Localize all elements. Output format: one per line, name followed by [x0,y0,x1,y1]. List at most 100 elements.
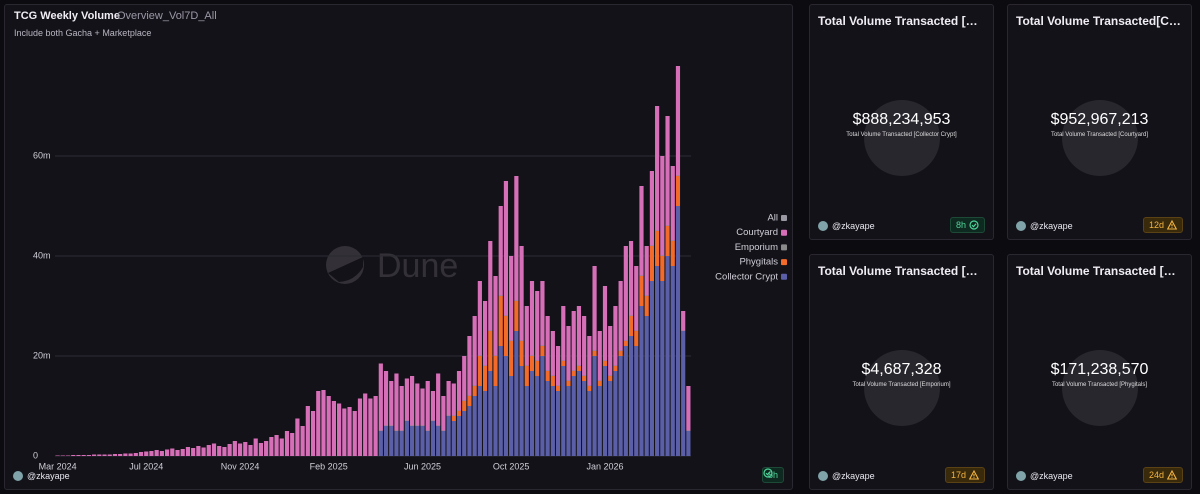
bar-segment [628,241,634,316]
bar-segment [582,316,587,376]
bar-segment [613,306,618,366]
bar-segment [477,281,482,356]
author-name[interactable]: @zkayape [832,471,875,481]
bar-segment [613,365,618,366]
bar-segment [675,206,681,456]
status-icon [1167,470,1177,480]
bar-segment [217,446,222,456]
freshness-badge: 12d [1142,217,1183,233]
bar-segment [436,373,441,426]
author[interactable]: @zkayape [818,221,875,231]
counter-label: Total Volume Transacted [Phygitals] [1051,382,1148,388]
author-name[interactable]: @zkayape [1030,221,1073,231]
bar-segment [545,316,550,371]
bar-segment [123,453,128,456]
bar-segment [597,381,602,386]
bar-segment [644,246,649,296]
bar-segment [582,375,587,376]
bar-segment [623,341,628,346]
bar-segment [441,431,446,456]
chart-subtitle: Include both Gacha + Marketplace [14,28,151,38]
status-icon [969,220,979,230]
bar-segment [446,415,451,416]
bar-segment [618,356,623,456]
author[interactable]: @zkayape [1016,471,1073,481]
bar-segment [550,375,555,376]
bar-segment [561,361,566,366]
author-name[interactable]: @zkayape [832,221,875,231]
legend-label: Emporium [735,242,778,253]
author[interactable]: @zkayape [13,471,70,481]
bar-segment [410,376,415,426]
bar-segment [519,366,524,456]
bar-segment [258,443,264,456]
bar-segment [472,386,477,396]
bar-segment [660,255,665,256]
bar-segment [430,421,436,456]
bar-segment [410,425,415,426]
bar-segment [670,240,675,241]
bar-segment [248,445,253,456]
bar-segment [555,391,561,456]
bar-segment [519,246,524,341]
bar-segment [618,350,623,351]
bar-segment [389,426,394,456]
avatar [1016,471,1026,481]
bar-segment [634,346,639,456]
bar-segment [456,416,462,456]
bar-segment [227,444,232,456]
bar-segment [540,346,545,356]
counter-label: Total Volume Transacted [Collector Crypt… [846,132,957,138]
author-name[interactable]: @zkayape [1030,471,1073,481]
bar-segment [342,408,347,456]
bar-segment [597,380,602,381]
bar-segment [237,443,243,456]
author[interactable]: @zkayape [1016,221,1073,231]
bar-segment [655,266,660,456]
counter-bg [863,100,940,176]
bar-segment [352,411,357,456]
bar-segment [477,356,482,386]
bar-segment [394,373,399,431]
bar-segment [326,396,331,456]
bar-segment [665,256,670,456]
counter-title: Total Volume Transacted [Emporium] [818,264,985,278]
bar-segment [243,442,248,456]
chart: TCG Weekly Volume Overview_Vol7D_All Inc… [14,10,787,471]
freshness: 8h [955,220,966,230]
bar-segment [571,371,576,376]
query-name[interactable]: Overview_Vol7D_All [117,10,217,22]
bar-segment [514,300,519,301]
bar-segment [404,421,409,456]
author[interactable]: @zkayape [818,471,875,481]
bar-segment [639,306,644,456]
bar-segment [592,351,597,356]
bar-segment [415,426,420,456]
bar-segment [582,376,587,381]
bar-segment [128,453,133,456]
author-name[interactable]: @zkayape [27,471,70,481]
bar-segment [561,366,566,456]
legend-swatch [781,229,787,236]
freshness: 8h [767,470,778,480]
bar-segment [535,360,540,361]
bar-segment [138,452,144,456]
bar-segment [545,371,550,381]
bar-segment [180,449,185,456]
counter-title: Total Volume Transacted [Collector Crypt… [818,14,985,28]
bar-segment [660,156,665,256]
bar-segment [592,356,597,456]
bar-segment [175,450,180,456]
bar-segment [477,386,482,456]
bar-segment [467,406,472,456]
freshness-badge: 8h [761,467,784,483]
bar-segment [535,291,540,361]
bar-segment [378,431,383,456]
bar-segment [446,381,451,416]
bar-segment [144,451,149,456]
bar-segment [97,454,102,456]
bar-segment [86,455,91,456]
bar-segment [394,431,399,456]
bar-segment [613,366,618,371]
bar-segment [222,447,227,456]
